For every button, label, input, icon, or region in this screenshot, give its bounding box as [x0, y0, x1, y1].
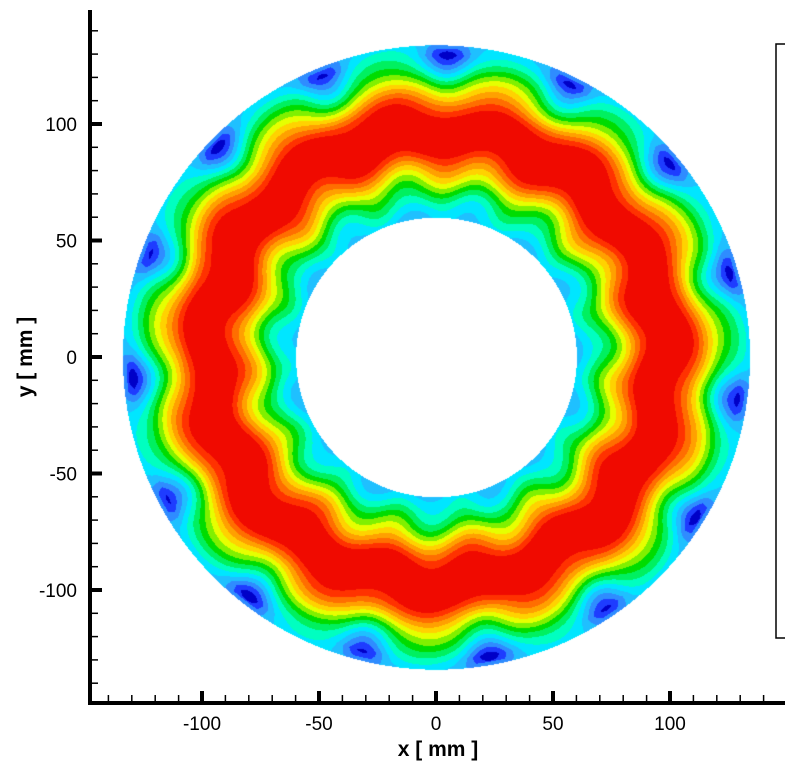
- x-tick-label: 100: [654, 714, 686, 735]
- y-axis-title: y [ mm ]: [14, 317, 37, 398]
- y-tick-label: -100: [39, 581, 77, 602]
- x-axis-title: x [ mm ]: [398, 738, 479, 761]
- legend-box: [775, 43, 785, 639]
- x-tick-label: -50: [305, 714, 332, 735]
- ticks: [88, 10, 785, 705]
- y-tick-label: 100: [45, 115, 77, 136]
- y-tick-label: 50: [56, 232, 77, 253]
- x-tick-label: 0: [431, 714, 442, 735]
- x-tick-label: 50: [542, 714, 563, 735]
- y-tick-label: 0: [66, 348, 77, 369]
- x-tick-label: -100: [183, 714, 221, 735]
- y-tick-label: -50: [50, 465, 77, 486]
